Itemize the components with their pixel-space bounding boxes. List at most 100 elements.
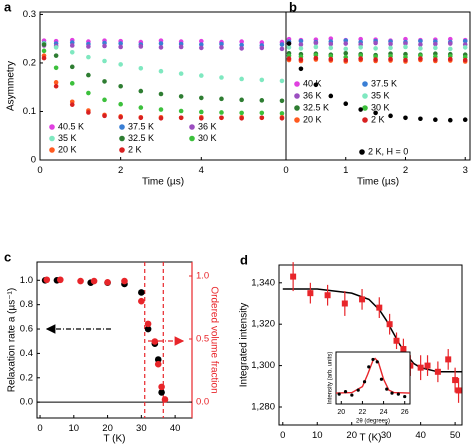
data-point — [178, 94, 184, 99]
data-point — [313, 44, 319, 50]
data-point — [121, 277, 128, 285]
data-point — [102, 58, 107, 64]
legend-marker — [362, 117, 368, 123]
data-point — [138, 65, 144, 71]
data-point — [118, 101, 123, 107]
legend-marker — [119, 135, 125, 142]
data-point — [433, 41, 438, 47]
data-point — [418, 38, 423, 44]
data-point — [154, 360, 162, 368]
axes-frame — [335, 351, 411, 405]
data-point — [286, 45, 292, 50]
data-point — [279, 115, 285, 121]
y-tick-label: 1,300 — [251, 360, 275, 371]
data-point — [371, 357, 375, 362]
data-point — [102, 43, 107, 49]
data-point — [455, 387, 462, 394]
data-point — [390, 391, 394, 395]
data-point — [358, 56, 363, 61]
data-point — [279, 111, 285, 116]
x-tick-label: 50 — [450, 430, 461, 441]
legend-label: 37.5 K — [128, 121, 154, 131]
y-tick-label: 1,320 — [251, 319, 275, 330]
legend-marker — [294, 93, 300, 99]
data-point — [447, 46, 453, 52]
data-point — [219, 110, 224, 115]
data-point — [178, 71, 184, 76]
data-point — [219, 96, 224, 102]
data-point — [403, 115, 408, 121]
data-point — [219, 45, 224, 50]
x-tick-label: 20 — [346, 430, 357, 441]
data-point — [69, 102, 75, 107]
data-point — [199, 38, 204, 44]
data-point — [343, 101, 349, 107]
x-tick-label: 0 — [37, 165, 42, 176]
data-point — [86, 110, 91, 115]
legend-label: 30 K — [371, 102, 390, 112]
x-tick-label: 30 — [136, 423, 147, 434]
data-point — [259, 98, 265, 103]
legend-label: 20 K — [303, 114, 322, 124]
data-point — [359, 296, 366, 303]
data-point — [158, 389, 165, 396]
legend-marker — [49, 147, 55, 153]
data-point — [362, 380, 367, 384]
data-point — [298, 46, 304, 51]
data-point — [259, 77, 265, 83]
data-point — [158, 41, 164, 46]
data-point — [298, 57, 304, 62]
data-point — [69, 81, 75, 86]
data-point — [118, 44, 123, 50]
x-tick-label: 3 — [463, 165, 468, 176]
data-point — [86, 44, 91, 49]
data-point — [373, 40, 378, 46]
data-point — [313, 82, 319, 88]
axes-frame — [39, 11, 287, 161]
y-tick-label: 0.0 — [20, 397, 33, 408]
legend-label: 40 K — [303, 78, 322, 88]
data-point — [388, 56, 393, 62]
data-point — [144, 325, 152, 333]
data-point — [434, 368, 441, 375]
y-tick-label: 1,340 — [251, 277, 275, 288]
x-tick-label: 26 — [401, 409, 409, 416]
legend-marker — [189, 135, 195, 142]
y2-tick-label: 0.5 — [196, 334, 209, 345]
data-point — [286, 41, 292, 46]
legend-marker — [119, 124, 125, 130]
y-tick-label: 0.2 — [23, 57, 36, 68]
legend-marker — [362, 93, 368, 99]
data-point — [53, 65, 59, 71]
data-point — [447, 41, 453, 46]
data-point — [343, 390, 348, 394]
legend-label: 32.5 K — [303, 102, 329, 112]
data-point — [53, 45, 59, 50]
data-point — [328, 93, 334, 99]
data-point — [53, 53, 59, 58]
x-tick-label: 0 — [280, 430, 285, 441]
data-point — [279, 46, 285, 52]
data-point — [138, 115, 144, 121]
data-point — [53, 80, 59, 85]
data-point — [337, 392, 341, 396]
x-tick-label: 2 — [403, 165, 408, 176]
data-point — [77, 277, 84, 285]
data-point — [118, 41, 123, 46]
x-tick-label: 40 — [170, 423, 181, 434]
x-tick-label: 4 — [199, 165, 204, 176]
x-axis-label: 2θ (degrees) — [356, 419, 390, 425]
data-point — [343, 46, 349, 52]
data-point — [239, 97, 244, 103]
legend-label: 36 K — [198, 121, 217, 131]
data-point — [239, 110, 244, 116]
y-tick-label: 0.4 — [20, 348, 33, 359]
data-point — [433, 117, 438, 123]
data-point — [324, 292, 331, 299]
legend-marker — [362, 81, 368, 87]
data-point — [418, 56, 423, 61]
data-point — [403, 44, 408, 50]
data-point — [286, 56, 292, 61]
data-point — [343, 57, 349, 63]
x-tick-label: 10 — [312, 430, 323, 441]
